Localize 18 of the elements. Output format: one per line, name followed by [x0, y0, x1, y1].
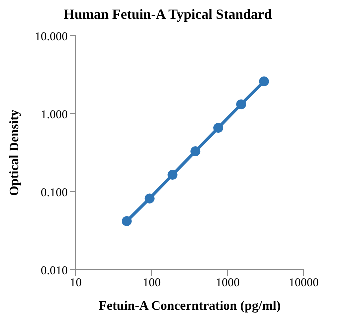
y-tick-label: 1.000 — [41, 107, 68, 122]
y-tick-label: 10.000 — [35, 29, 68, 44]
point — [122, 216, 132, 226]
x-axis-title: Fetuin-A Concerntration (pg/ml) — [99, 298, 281, 313]
point — [259, 76, 270, 87]
point — [236, 100, 246, 110]
point — [144, 194, 155, 204]
x-tick-label: 1000 — [216, 276, 240, 290]
x-tick-label: 10 — [70, 276, 82, 290]
point — [214, 123, 224, 134]
x-tick-label: 10000 — [289, 276, 319, 290]
y-tick-label: 0.100 — [41, 185, 68, 200]
y-axis-title: Optical Density — [6, 109, 22, 196]
x-tick-label: 100 — [143, 276, 161, 290]
point — [168, 170, 178, 180]
chart-title: Human Fetuin-A Typical Standard — [62, 8, 274, 25]
point — [190, 146, 201, 157]
y-tick-label: 0.010 — [41, 263, 68, 278]
